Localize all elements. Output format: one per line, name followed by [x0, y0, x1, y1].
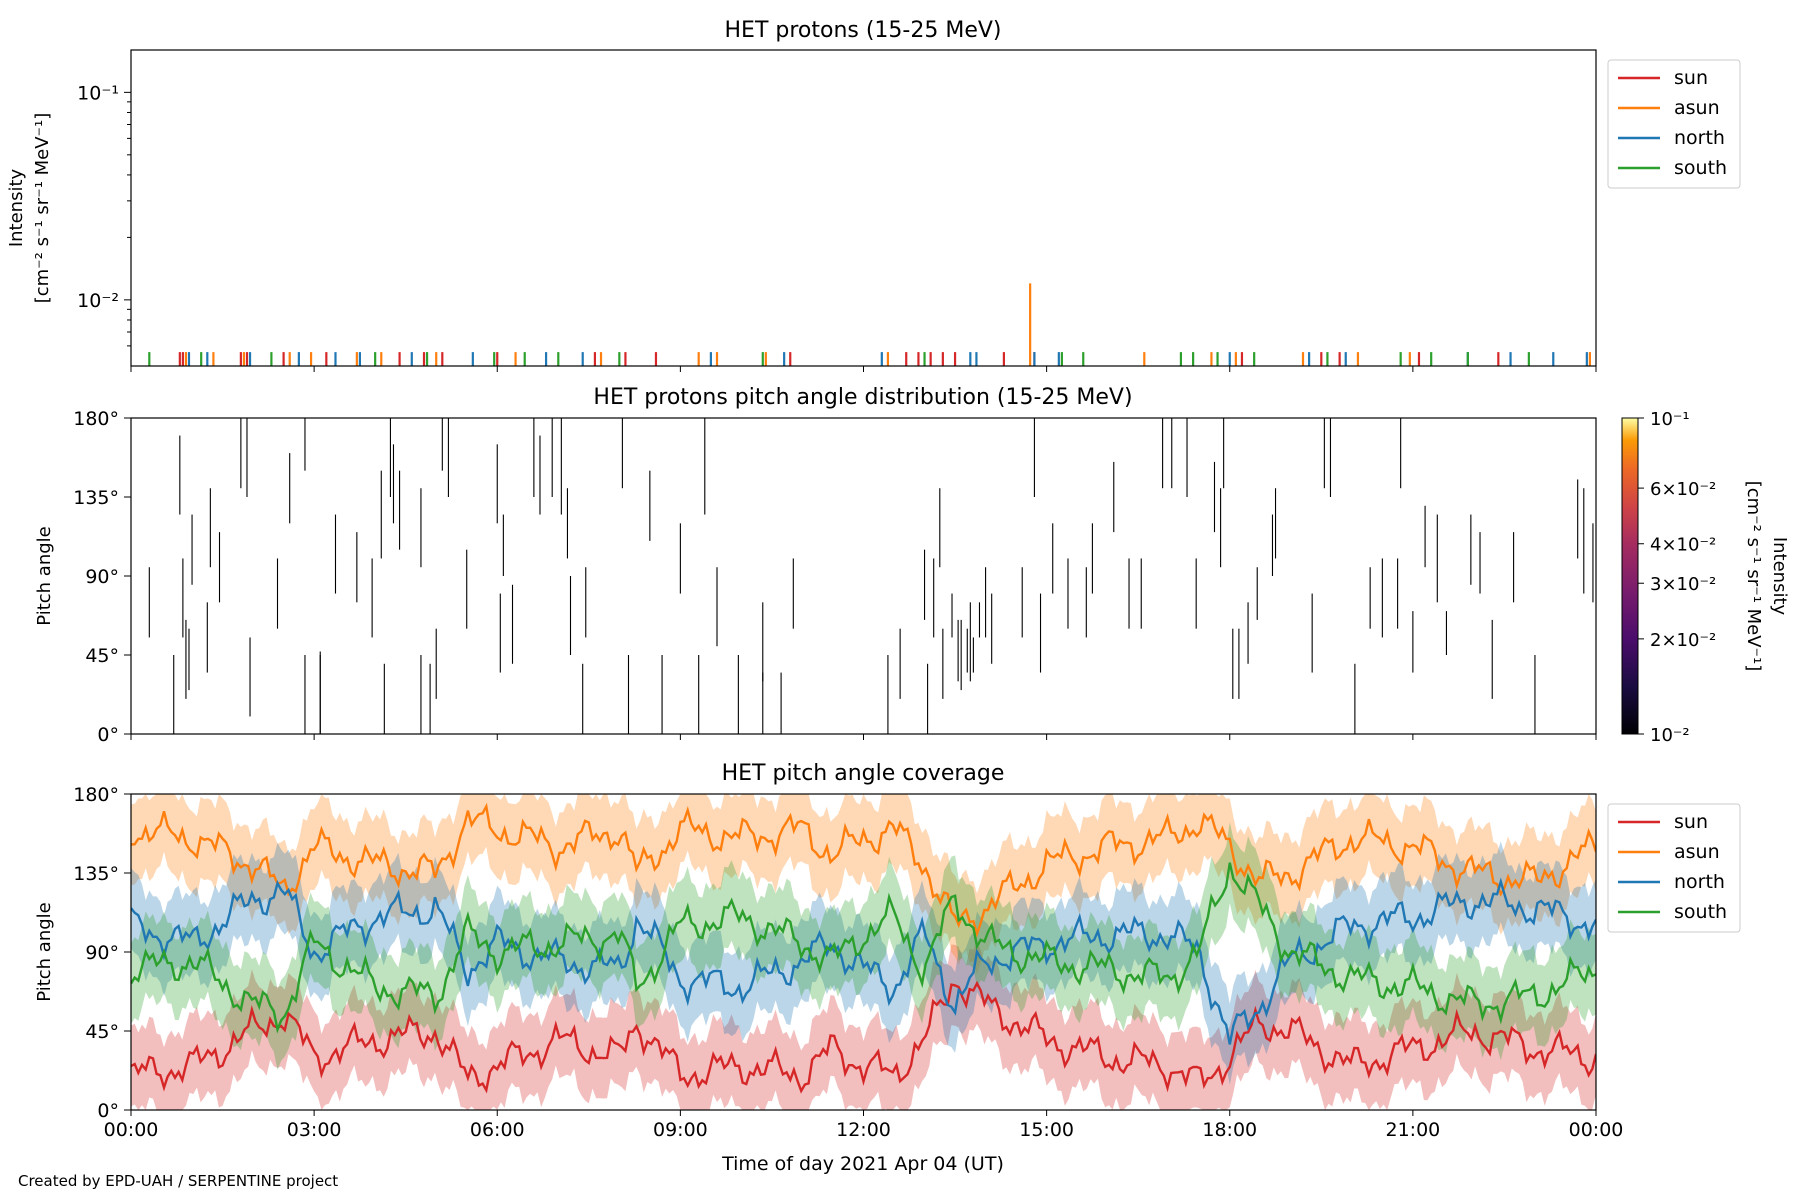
colorbar-tick-label: 10⁻² — [1650, 725, 1690, 746]
y-tick-label: 135° — [73, 863, 119, 885]
y-tick-label: 90° — [85, 942, 119, 964]
panel3-ylabel: Pitch angle — [34, 902, 55, 1001]
panel3-title: HET pitch angle coverage — [722, 761, 1005, 786]
panel-intensity: HET protons (15-25 MeV) 10⁻² 10⁻¹ Intensi… — [6, 18, 1741, 372]
y-tick-label: 90° — [85, 566, 119, 588]
panel3-y-ticks: 0° 45° 90° 135° 180° — [73, 784, 131, 1122]
colorbar-tick-label: 3×10⁻² — [1650, 574, 1716, 595]
coverage-line-north — [131, 877, 1596, 1045]
panel1-title: HET protons (15-25 MeV) — [725, 18, 1002, 43]
x-tick-label: 12:00 — [836, 1119, 891, 1141]
x-tick-label: 00:00 — [1569, 1119, 1624, 1141]
colorbar-tick-label: 10⁻¹ — [1650, 409, 1690, 430]
colorbar: 10⁻² 2×10⁻² 3×10⁻² 4×10⁻² 6×10⁻² 10⁻¹ Intensi… — [1621, 409, 1790, 746]
panel1-y-ticks: 10⁻² 10⁻¹ — [77, 82, 131, 347]
y-tick-label: 10⁻² — [77, 290, 119, 312]
x-tick-label: 00:00 — [104, 1119, 159, 1141]
y-tick-label: 10⁻¹ — [77, 82, 119, 104]
panel3-legend: sun asun north south — [1607, 803, 1741, 933]
legend-label-north: north — [1674, 871, 1725, 893]
panel1-frame — [130, 49, 1597, 367]
x-tick-label: 06:00 — [470, 1119, 525, 1141]
coverage-lines — [131, 802, 1596, 1094]
panel-pitch-angle-distribution: HET protons pitch angle distribution (15… — [34, 385, 1790, 746]
y-tick-label: 0° — [97, 724, 119, 746]
panel3-x-ticks: 00:00 03:00 06:00 09:00 12:00 15:00 18:00 21:00… — [104, 1110, 1624, 1141]
x-tick-label: 21:00 — [1385, 1119, 1440, 1141]
y-tick-label: 180° — [73, 784, 119, 806]
colorbar-label-line1: Intensity — [1769, 537, 1790, 616]
x-tick-label: 15:00 — [1019, 1119, 1074, 1141]
legend-label-south: south — [1674, 901, 1727, 923]
panel1-ylabel-line1: Intensity — [6, 168, 27, 247]
panel2-x-ticks — [130, 734, 1597, 740]
panel1-ylabel-line2: [cm⁻² s⁻¹ sr⁻¹ MeV⁻¹] — [32, 113, 53, 304]
coverage-line-asun — [131, 802, 1596, 938]
y-tick-label: 45° — [85, 1021, 119, 1043]
x-tick-label: 03:00 — [287, 1119, 342, 1141]
colorbar-gradient — [1621, 417, 1639, 735]
legend-label-sun: sun — [1674, 67, 1708, 89]
colorbar-tick-label: 4×10⁻² — [1650, 535, 1716, 556]
colorbar-label-line2: [cm⁻² s⁻¹ sr⁻¹ MeV⁻¹] — [1743, 481, 1764, 672]
panel-pitch-angle-coverage: HET pitch angle coverage 0° 45° 90° 135° 180… — [34, 761, 1741, 1175]
coverage-line-sun — [131, 980, 1596, 1094]
panel2-frame — [130, 417, 1597, 735]
panel2-data — [148, 418, 1594, 734]
panel1-data — [148, 283, 1591, 366]
y-tick-label: 180° — [73, 408, 119, 430]
colorbar-ticks: 10⁻² 2×10⁻² 3×10⁻² 4×10⁻² 6×10⁻² 10⁻¹ — [1638, 409, 1716, 746]
credit-text: Created by EPD-UAH / SERPENTINE project — [18, 1172, 339, 1190]
panel2-title: HET protons pitch angle distribution (15… — [593, 385, 1132, 410]
panel2-y-ticks: 0° 45° 90° 135° 180° — [73, 408, 131, 746]
x-tick-label: 09:00 — [653, 1119, 708, 1141]
legend-label-north: north — [1674, 127, 1725, 149]
y-tick-label: 135° — [73, 487, 119, 509]
y-tick-label: 45° — [85, 645, 119, 667]
panel1-x-ticks — [130, 366, 1597, 372]
colorbar-tick-label: 2×10⁻² — [1650, 630, 1716, 651]
x-tick-label: 18:00 — [1202, 1119, 1257, 1141]
legend-label-asun: asun — [1674, 841, 1720, 863]
colorbar-tick-label: 6×10⁻² — [1650, 479, 1716, 500]
coverage-line-south — [131, 862, 1596, 1034]
panel3-frame — [130, 793, 1597, 1111]
panel1-legend: sun asun north south — [1607, 59, 1741, 189]
y-tick-label: 0° — [97, 1100, 119, 1122]
x-axis-label: Time of day 2021 Apr 04 (UT) — [721, 1153, 1004, 1175]
panel2-ylabel: Pitch angle — [34, 526, 55, 625]
legend-label-asun: asun — [1674, 97, 1720, 119]
panel3-data — [131, 794, 1596, 1110]
legend-label-sun: sun — [1674, 811, 1708, 833]
legend-label-south: south — [1674, 157, 1727, 179]
